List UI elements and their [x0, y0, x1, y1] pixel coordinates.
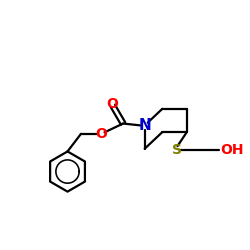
Text: O: O [95, 127, 107, 141]
Text: N: N [138, 118, 151, 133]
Text: O: O [106, 97, 118, 111]
Text: S: S [172, 143, 181, 157]
Text: OH: OH [220, 143, 244, 157]
